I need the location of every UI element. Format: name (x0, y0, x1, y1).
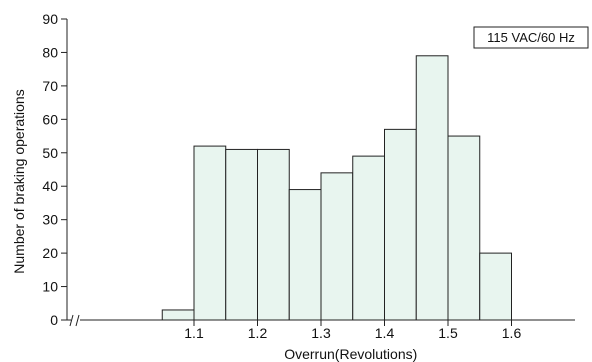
bar-1 (193, 145, 227, 321)
bar-3 (257, 148, 290, 321)
bar-9 (447, 135, 481, 321)
y-tick-label-20: 20 (42, 245, 58, 261)
annotation-frame (473, 26, 589, 49)
y-axis-title: Number of braking operations (11, 89, 27, 273)
y-tick-label-50: 50 (42, 145, 58, 161)
y-tick-label-40: 40 (42, 178, 58, 194)
y-axis: 0 10 20 30 40 50 60 70 80 90 (42, 11, 68, 328)
y-tick-label-70: 70 (42, 78, 58, 94)
bar-7 (384, 128, 417, 321)
x-tick-label-1: 1.2 (248, 325, 268, 341)
bar-4 (288, 189, 322, 321)
x-tick-label-3: 1.4 (375, 325, 395, 341)
bar-6 (352, 155, 385, 321)
x-tick-label-0: 1.1 (184, 325, 204, 341)
y-tick-label-30: 30 (42, 212, 58, 228)
bars-group (161, 55, 512, 321)
x-tick-label-2: 1.3 (311, 325, 331, 341)
bar-2 (225, 148, 258, 321)
y-tick-label-90: 90 (42, 11, 58, 27)
bar-10 (479, 252, 512, 321)
annotation-box: 115 VAC/60 Hz (473, 26, 589, 49)
y-tick-label-10: 10 (42, 279, 58, 295)
bar-8 (415, 55, 449, 321)
x-axis: 1.1 1.2 1.3 1.4 1.5 1.6 (67, 314, 575, 341)
axis-break-icon (69, 314, 80, 327)
y-tick-label-80: 80 (42, 44, 58, 60)
bar-5 (320, 172, 354, 321)
annotation-label: 115 VAC/60 Hz (487, 30, 575, 45)
x-tick-label-5: 1.6 (502, 325, 522, 341)
y-tick-label-60: 60 (42, 111, 58, 127)
x-axis-title: Overrun(Revolutions) (284, 346, 417, 362)
y-tick-label-0: 0 (50, 312, 58, 328)
bar-0 (161, 309, 195, 321)
x-tick-label-4: 1.5 (438, 325, 458, 341)
